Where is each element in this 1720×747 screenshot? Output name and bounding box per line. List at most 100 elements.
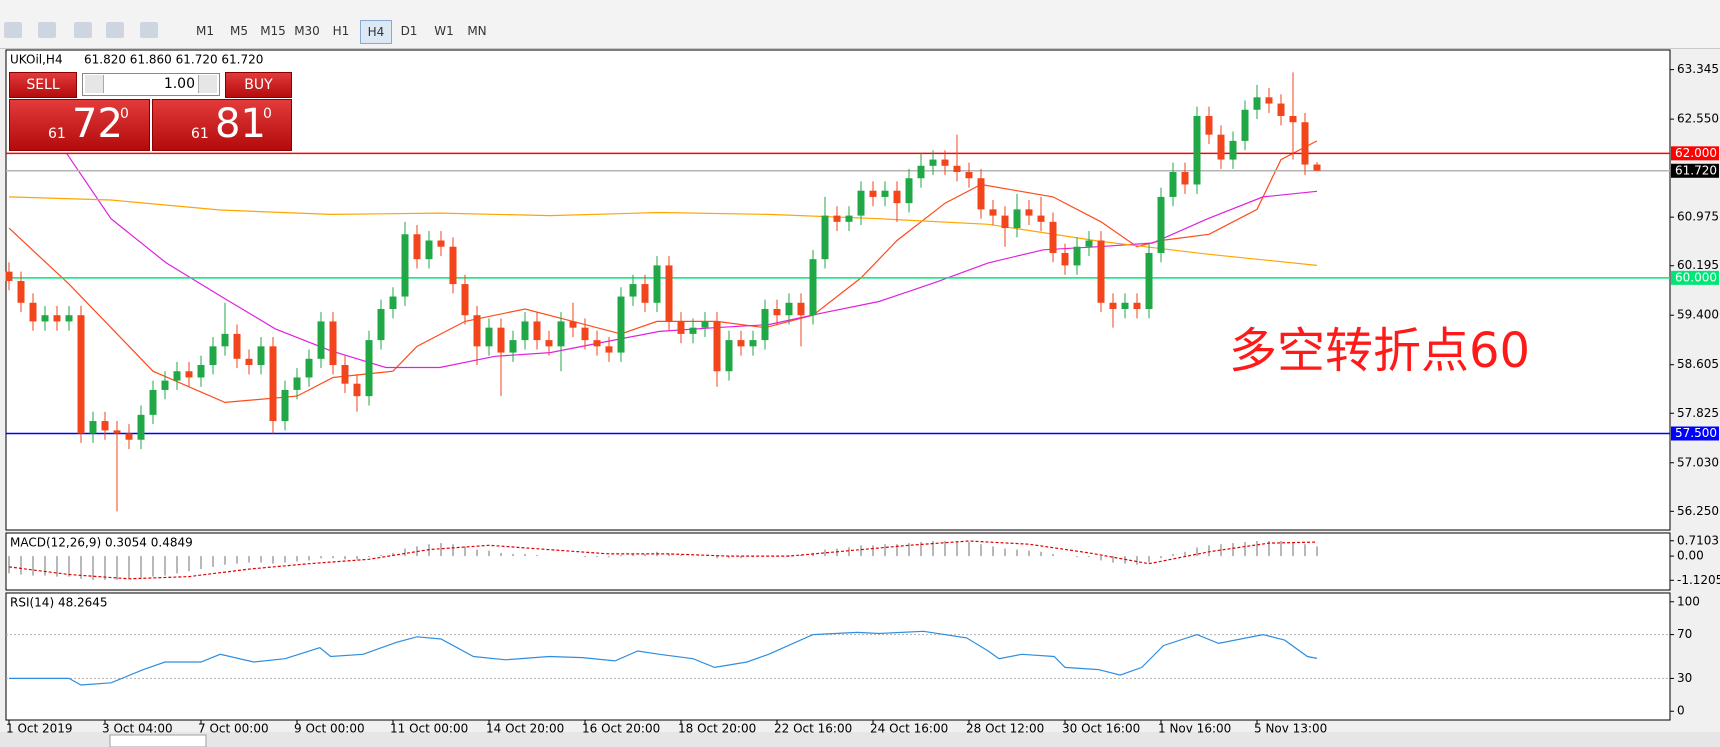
volume-up[interactable] xyxy=(198,75,217,93)
timeframe-button[interactable]: H4 xyxy=(360,20,392,44)
candle-body xyxy=(1037,215,1045,222)
candle-body xyxy=(1145,252,1153,309)
price-sup: 0 xyxy=(120,106,129,122)
candle-body xyxy=(905,178,913,204)
candle-body xyxy=(857,190,865,216)
candle-body xyxy=(1265,97,1273,104)
timeframe-button[interactable]: D1 xyxy=(400,24,418,38)
x-tick-label: 28 Oct 12:00 xyxy=(966,722,1044,736)
y-tick-label: 57.030 xyxy=(1677,455,1719,469)
candle-body xyxy=(665,265,673,322)
candle-body xyxy=(1253,97,1261,110)
timeframe-button[interactable]: MN xyxy=(467,24,487,38)
candle-body xyxy=(497,327,505,353)
trade-panel: SELL 1.00 BUY 61 72 0 61 81 0 xyxy=(9,72,292,151)
x-tick-label: 11 Oct 00:00 xyxy=(390,722,468,736)
candle-body xyxy=(269,346,277,422)
timeframe-button[interactable]: H1 xyxy=(332,24,350,38)
chart-tab[interactable] xyxy=(109,734,207,747)
toolbar-icon[interactable] xyxy=(4,22,22,38)
x-tick-label: 1 Oct 2019 xyxy=(6,722,73,736)
toolbar-icon[interactable] xyxy=(74,22,92,38)
timeframe-button[interactable]: M5 xyxy=(230,24,248,38)
candle-body xyxy=(245,358,253,366)
candle-body xyxy=(1301,122,1309,165)
candle-body xyxy=(521,321,529,341)
candle-body xyxy=(629,284,637,297)
candle-body xyxy=(821,215,829,260)
volume-down[interactable] xyxy=(85,75,104,93)
candle-body xyxy=(1013,209,1021,229)
x-tick-label: 18 Oct 20:00 xyxy=(678,722,756,736)
sell-price[interactable]: 61 72 0 xyxy=(9,99,150,151)
y-tick-label: 70 xyxy=(1677,627,1692,641)
candle-body xyxy=(1097,240,1105,303)
buy-button[interactable]: BUY xyxy=(225,72,292,98)
tab-strip xyxy=(0,732,1720,747)
candle-body xyxy=(941,159,949,166)
level-label: 62.000 xyxy=(1675,146,1717,160)
candle-body xyxy=(473,315,481,347)
candle-body xyxy=(617,296,625,353)
x-tick-label: 3 Oct 04:00 xyxy=(102,722,173,736)
candle-body xyxy=(305,358,313,378)
candle-body xyxy=(809,259,817,316)
candle-body xyxy=(1061,252,1069,266)
y-tick-label: 59.400 xyxy=(1677,308,1719,322)
y-tick-label: 63.345 xyxy=(1677,62,1719,76)
candle-body xyxy=(989,209,997,216)
timeframe-button[interactable]: M30 xyxy=(294,24,320,38)
x-tick-label: 22 Oct 16:00 xyxy=(774,722,852,736)
y-tick-label: 60.195 xyxy=(1677,258,1719,272)
candle-body xyxy=(701,321,709,328)
timeframe-button[interactable]: M1 xyxy=(196,24,214,38)
candle-body xyxy=(1313,164,1321,171)
volume-box[interactable]: 1.00 xyxy=(82,73,220,96)
candle-body xyxy=(1181,172,1189,185)
candle-body xyxy=(425,240,433,260)
toolbar-icon[interactable] xyxy=(140,22,158,38)
candle-body xyxy=(173,371,181,381)
sell-button[interactable]: SELL xyxy=(9,72,77,98)
candle-body xyxy=(737,340,745,347)
candle-body xyxy=(1001,215,1009,229)
candle-body xyxy=(1241,109,1249,141)
candle-body xyxy=(1205,115,1213,135)
y-tick-label: 0.00 xyxy=(1677,549,1704,563)
candle-body xyxy=(401,234,409,297)
level-label: 61.720 xyxy=(1675,163,1717,177)
level-label: 60.000 xyxy=(1675,270,1717,284)
timeframe-button[interactable]: W1 xyxy=(434,24,454,38)
candle-body xyxy=(977,178,985,210)
toolbar-icon[interactable] xyxy=(106,22,124,38)
candle-body xyxy=(1025,209,1033,216)
x-tick-label: 5 Nov 13:00 xyxy=(1254,722,1327,736)
candle-body xyxy=(893,190,901,204)
timeframe-button[interactable]: M15 xyxy=(260,24,286,38)
toolbar-icon[interactable] xyxy=(38,22,56,38)
y-tick-label: 56.250 xyxy=(1677,504,1719,518)
candle-body xyxy=(797,302,805,316)
candle-body xyxy=(485,327,493,347)
candle-body xyxy=(233,333,241,359)
candle-body xyxy=(1121,302,1129,309)
candle-body xyxy=(197,365,205,378)
candle-body xyxy=(17,280,25,303)
candle-body xyxy=(29,302,37,322)
annotation: 多空转折点60 xyxy=(1229,323,1530,379)
panel xyxy=(5,532,1671,591)
candle-body xyxy=(101,421,109,431)
indicator-label: RSI(14) 48.2645 xyxy=(10,596,108,610)
x-tick-label: 9 Oct 00:00 xyxy=(294,722,365,736)
x-tick-label: 14 Oct 20:00 xyxy=(486,722,564,736)
indicator-label: MACD(12,26,9) 0.3054 0.4849 xyxy=(10,536,193,550)
candle-body xyxy=(1289,115,1297,123)
buy-price[interactable]: 61 81 0 xyxy=(152,99,292,151)
y-tick-label: 30 xyxy=(1677,671,1692,685)
candle-body xyxy=(1217,134,1225,160)
x-tick-label: 24 Oct 16:00 xyxy=(870,722,948,736)
price-sup: 0 xyxy=(263,106,272,122)
candle-body xyxy=(749,340,757,347)
